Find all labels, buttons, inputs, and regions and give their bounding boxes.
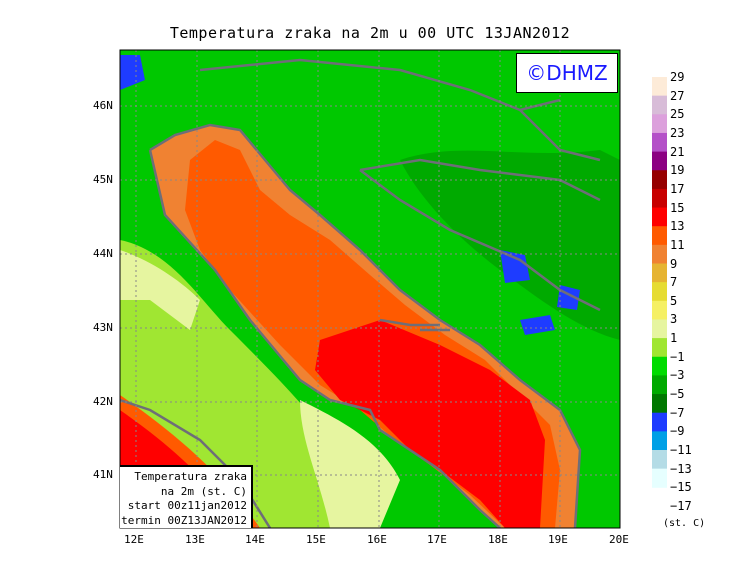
legend-swatch xyxy=(652,132,667,153)
legend-swatch xyxy=(652,300,667,320)
legend-label: 1 xyxy=(670,331,678,346)
legend-swatch xyxy=(652,450,667,470)
legend-label: 27 xyxy=(670,88,685,103)
legend-label: 21 xyxy=(670,144,685,159)
legend-swatch xyxy=(652,282,667,302)
info-line: Temperatura zraka xyxy=(134,470,247,483)
legend-swatch xyxy=(652,319,667,339)
legend-swatch xyxy=(652,188,667,209)
legend-label: −17 xyxy=(670,498,692,513)
legend-swatch xyxy=(652,394,667,414)
lat-label: 46N xyxy=(93,99,113,112)
lat-label: 43N xyxy=(93,321,113,334)
legend-swatch xyxy=(652,263,667,283)
legend-unit: (st. C) xyxy=(663,518,706,529)
lon-label: 19E xyxy=(548,533,568,546)
legend-swatch xyxy=(652,207,667,227)
legend-label: −9 xyxy=(670,424,685,439)
map-title: Temperatura zraka na 2m u 00 UTC 13JAN20… xyxy=(169,24,571,42)
legend-label: −11 xyxy=(670,443,692,457)
lon-label: 13E xyxy=(185,533,205,546)
legend-label: −15 xyxy=(670,480,692,495)
map-frame xyxy=(119,49,621,529)
legend-swatch xyxy=(652,244,667,264)
legend-label: 3 xyxy=(670,312,678,327)
legend-label: 15 xyxy=(670,200,685,215)
lon-label: 18E xyxy=(488,533,508,546)
legend-swatch xyxy=(652,77,667,97)
legend-label: 25 xyxy=(670,107,685,122)
legend-label: −5 xyxy=(670,387,685,402)
legend-label: −3 xyxy=(670,368,685,383)
legend-label: 23 xyxy=(670,125,685,140)
legend-swatch xyxy=(652,375,667,395)
legend-label: 5 xyxy=(670,293,678,308)
legend-label: 7 xyxy=(670,275,678,290)
legend-swatch xyxy=(652,431,667,451)
adriatic-hottest xyxy=(315,320,545,528)
italy-coast-mild xyxy=(120,250,400,528)
lon-label: 20E xyxy=(609,533,629,546)
legend-swatch xyxy=(652,356,667,376)
lon-label: 15E xyxy=(306,533,326,546)
info-line: termin 00Z13JAN2012 xyxy=(121,513,247,527)
legend-label: 19 xyxy=(670,163,685,178)
lon-label: 17E xyxy=(427,533,447,546)
legend-swatch xyxy=(652,170,667,190)
legend-swatch xyxy=(652,95,667,115)
legend-swatch xyxy=(652,151,667,171)
info-box: Temperatura zraka na 2m (st. C) start 00… xyxy=(120,465,253,528)
legend-label: 17 xyxy=(670,181,685,196)
coastlines xyxy=(120,58,601,528)
lon-label: 16E xyxy=(367,533,387,546)
legend-swatch xyxy=(652,114,667,134)
lat-label: 45N xyxy=(93,173,113,186)
legend-label: −1 xyxy=(670,349,685,364)
dhmz-logo: ©DHMZ xyxy=(516,53,618,93)
lon-label: 14E xyxy=(245,533,265,546)
legend-label: 29 xyxy=(670,70,685,84)
info-line: start 00z11jan2012 xyxy=(127,499,247,512)
lat-label: 41N xyxy=(93,468,113,481)
lat-label: 42N xyxy=(93,395,113,408)
legend-swatch xyxy=(652,338,667,358)
legend-swatch xyxy=(652,468,667,488)
legend-label: 9 xyxy=(670,256,678,271)
legend-colorbar xyxy=(652,77,667,488)
lat-label: 44N xyxy=(93,247,113,260)
legend-label: 11 xyxy=(670,237,685,252)
legend-swatch xyxy=(652,412,667,432)
graticule xyxy=(120,50,620,528)
legend-swatch xyxy=(652,226,667,246)
legend-label: −13 xyxy=(670,461,692,476)
legend-label: −7 xyxy=(670,405,685,420)
legend-label: 13 xyxy=(670,219,685,234)
info-line: na 2m (st. C) xyxy=(160,484,247,498)
lon-label: 12E xyxy=(124,533,144,546)
